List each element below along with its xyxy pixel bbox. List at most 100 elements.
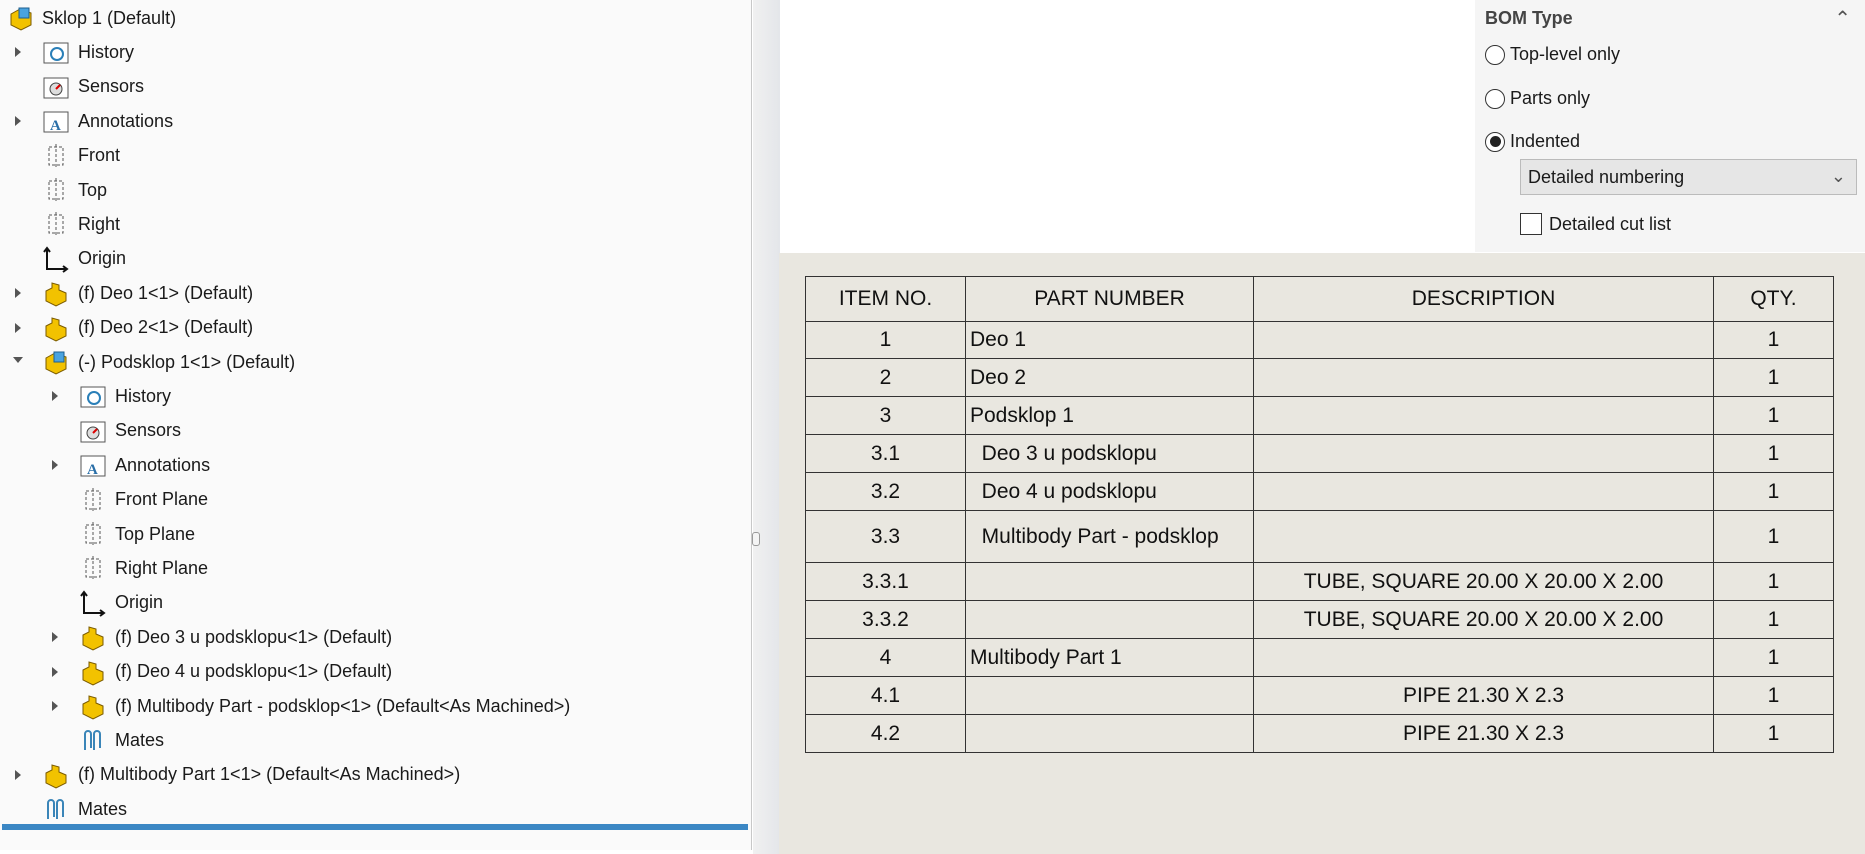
tree-item-label: History (115, 385, 172, 406)
rollback-bar[interactable] (2, 824, 748, 830)
tree-item-label: (f) Deo 3 u podsklopu<1> (Default) (115, 626, 393, 647)
description-cell (1253, 434, 1714, 473)
part-number-cell (965, 714, 1254, 753)
item-no-cell: 3.3.1 (805, 562, 966, 601)
part-number-cell: Deo 3 u podsklopu (965, 434, 1254, 473)
tree-item[interactable]: (-) Podsklop 1<1> (Default) (0, 345, 750, 379)
radio-parts-only[interactable]: Parts only (1485, 88, 1590, 109)
checkbox-label: Detailed cut list (1549, 213, 1672, 234)
tree-item[interactable]: Origin (0, 242, 750, 276)
tree-item[interactable]: (f) Deo 1<1> (Default) (0, 276, 750, 310)
tree-item[interactable]: History (0, 379, 750, 413)
expand-arrow-icon[interactable] (15, 322, 21, 333)
header-item-no: ITEM NO. (805, 276, 966, 322)
expand-arrow-icon[interactable] (15, 116, 21, 127)
tree-item[interactable]: Front (0, 139, 750, 173)
description-cell: PIPE 21.30 X 2.3 (1253, 714, 1714, 753)
expand-arrow-icon[interactable] (15, 288, 21, 299)
description-cell (1253, 321, 1714, 359)
tree-item-label: Top (78, 179, 108, 200)
radio-label: Indented (1510, 131, 1581, 151)
header-part-number: PART NUMBER (965, 276, 1254, 322)
part-number-cell: Multibody Part 1 (965, 638, 1254, 677)
part-icon (42, 761, 70, 789)
tree-item[interactable]: Right (0, 207, 750, 241)
numbering-dropdown[interactable]: Detailed numbering ⌄ (1520, 159, 1857, 195)
tree-item[interactable]: (f) Deo 2<1> (Default) (0, 311, 750, 345)
table-row: 3 Podsklop 1 1 (805, 396, 1834, 435)
tree-item[interactable]: (f) Deo 3 u podsklopu<1> (Default) (0, 620, 750, 654)
tree-item[interactable]: Mates (0, 723, 750, 757)
detailed-cut-list-checkbox[interactable]: Detailed cut list (1520, 213, 1671, 235)
expand-arrow-icon[interactable] (52, 460, 58, 471)
expand-arrow-icon[interactable] (15, 47, 21, 58)
tree-item[interactable]: Sensors (0, 414, 750, 448)
sensors-folder-icon (79, 417, 107, 445)
tree-item[interactable]: Top (0, 173, 750, 207)
tree-item[interactable]: Top Plane (0, 517, 750, 551)
part-icon (79, 692, 107, 720)
bom-type-panel: BOM Type ⌃ Top-level only Parts only Ind… (1475, 0, 1865, 252)
tree-item[interactable]: (f) Multibody Part - podsklop<1> (Defaul… (0, 689, 750, 723)
tree-item[interactable]: Mates (0, 792, 750, 826)
qty-cell: 1 (1713, 396, 1834, 435)
item-no-cell: 4.1 (805, 676, 966, 715)
tree-item-label: Front (78, 145, 121, 166)
part-number-cell: Multibody Part - podsklop (965, 510, 1254, 563)
item-no-cell: 2 (805, 358, 966, 397)
table-row: 4 Multibody Part 1 1 (805, 638, 1834, 677)
tree-item-label: Annotations (78, 110, 174, 131)
qty-cell: 1 (1713, 510, 1834, 563)
plane-icon (42, 210, 70, 238)
tree-item[interactable]: (f) Multibody Part 1<1> (Default<As Mach… (0, 758, 750, 792)
expand-arrow-icon[interactable] (15, 769, 21, 780)
item-no-cell: 4.2 (805, 714, 966, 753)
expand-arrow-icon[interactable] (52, 666, 58, 677)
radio-circle[interactable] (1485, 131, 1505, 152)
origin-icon (79, 589, 107, 617)
expand-arrow-icon[interactable] (52, 632, 58, 643)
description-cell: TUBE, SQUARE 20.00 X 20.00 X 2.00 (1253, 562, 1714, 601)
tree-item-label: (f) Deo 1<1> (Default) (78, 282, 254, 303)
panel-splitter[interactable] (753, 0, 780, 854)
table-row: 4.2 PIPE 21.30 X 2.3 1 (805, 714, 1834, 753)
collapse-arrow-icon[interactable] (13, 357, 23, 363)
tree-item-label: History (78, 41, 135, 62)
tree-item[interactable]: Right Plane (0, 551, 750, 585)
radio-circle[interactable] (1485, 88, 1505, 109)
tree-item[interactable]: (f) Deo 4 u podsklopu<1> (Default) (0, 655, 750, 689)
svg-text:A: A (50, 118, 61, 134)
history-folder-icon (42, 38, 70, 66)
part-icon (42, 279, 70, 307)
collapse-chevron-icon[interactable]: ⌃ (1834, 8, 1851, 30)
tree-item[interactable]: Origin (0, 586, 750, 620)
tree-item[interactable]: A Annotations (0, 448, 750, 482)
chevron-down-icon: ⌄ (1830, 166, 1846, 186)
qty-cell: 1 (1713, 434, 1834, 473)
qty-cell: 1 (1713, 472, 1834, 511)
expand-arrow-icon[interactable] (52, 701, 58, 711)
plane-icon (79, 486, 107, 514)
qty-cell: 1 (1713, 562, 1834, 601)
description-cell (1253, 510, 1714, 563)
tree-item[interactable]: A Annotations (0, 104, 750, 138)
tree-item[interactable]: History (0, 35, 750, 69)
tree-item[interactable]: Sklop 1 (Default) (0, 1, 750, 35)
tree-item[interactable]: Sensors (0, 70, 750, 104)
radio-circle[interactable] (1485, 44, 1505, 65)
feature-tree: Sklop 1 (Default) History Sensors A Annotati… (0, 0, 752, 850)
expand-arrow-icon[interactable] (52, 391, 58, 402)
mates-icon (42, 795, 70, 823)
splitter-grip[interactable] (752, 532, 760, 546)
annotations-folder-icon: A (79, 451, 107, 479)
part-number-cell: Deo 2 (965, 358, 1254, 397)
header-qty: QTY. (1713, 276, 1834, 322)
tree-item[interactable]: Front Plane (0, 483, 750, 517)
radio-indented[interactable]: Indented (1485, 131, 1580, 152)
radio-top-level-only[interactable]: Top-level only (1485, 44, 1620, 65)
item-no-cell: 3.2 (805, 472, 966, 511)
checkbox-box[interactable] (1520, 213, 1542, 235)
tree-item-label: Right (78, 213, 121, 234)
